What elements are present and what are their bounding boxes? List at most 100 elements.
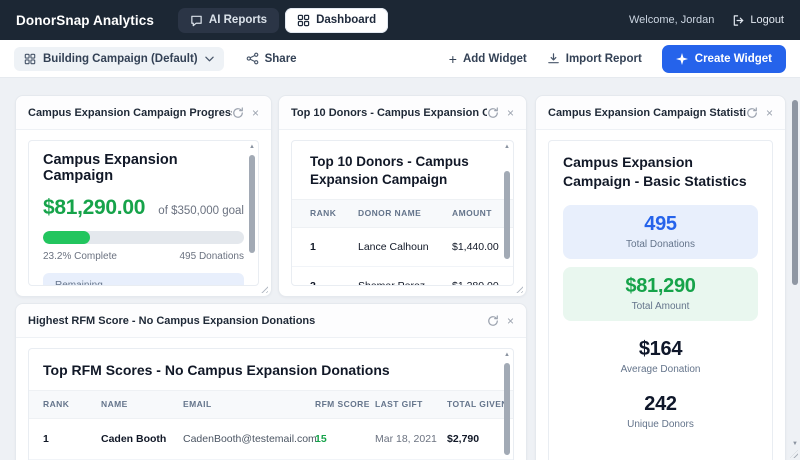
dashboard-selector-label: Building Campaign (Default) [43, 52, 198, 65]
widget-header-title: Campus Expansion Campaign Statistics [548, 106, 746, 119]
widget-report-frame: Top RFM Scores - No Campus Expansion Don… [28, 348, 514, 460]
report-title: Top 10 Donors - Campus Expansion Campaig… [310, 154, 469, 188]
chevron-down-icon [204, 56, 214, 62]
share-label: Share [264, 52, 297, 65]
widget-drag-header[interactable]: Campus Expansion Campaign Statistics × [536, 96, 785, 130]
report-title: Campus Expansion Campaign [43, 152, 178, 184]
table-header-row: Rank Name Email RFM Score Last Gift Tota… [29, 389, 513, 419]
donor-rank: 1 [310, 241, 316, 254]
column-header: Last Gift [375, 398, 423, 409]
scroll-up-icon[interactable]: ▲ [504, 352, 510, 358]
widget-scrollbar: ▲ [503, 351, 511, 460]
remaining-label: Remaining [55, 280, 103, 286]
import-report-button[interactable]: Import Report [547, 52, 642, 65]
welcome-text: Welcome, Jordan [628, 14, 715, 26]
close-icon[interactable]: × [765, 105, 773, 120]
progress-bar-fill [43, 231, 90, 244]
create-widget-button[interactable]: Create Widget [661, 44, 786, 73]
widget-scrollbar: ▲ [503, 143, 511, 283]
top-nav: DonorSnap Analytics AI Reports Dashboard… [0, 0, 800, 40]
resize-grip[interactable] [259, 284, 268, 293]
dashboard-selector[interactable]: Building Campaign (Default) [14, 46, 224, 71]
stat-value: 495 [644, 212, 677, 235]
plus-icon: + [448, 50, 457, 67]
stat-label: Total Donations [626, 238, 695, 250]
goal-text: of $350,000 goal [158, 205, 244, 217]
add-widget-label: Add Widget [462, 52, 527, 65]
scrollbar-thumb[interactable] [504, 363, 510, 455]
scroll-down-icon[interactable]: ▼ [792, 441, 798, 447]
app-brand: DonorSnap Analytics [16, 12, 154, 28]
refresh-icon[interactable] [487, 106, 499, 119]
scrollbar-thumb[interactable] [792, 100, 798, 285]
column-header: Amount [452, 208, 492, 219]
widget-actions: × [487, 107, 514, 119]
stat-largest-donation: $500 Largest Donation [563, 453, 758, 460]
column-header: RFM Score [315, 398, 370, 409]
close-icon[interactable]: × [506, 105, 514, 120]
import-report-label: Import Report [565, 52, 642, 65]
refresh-icon[interactable] [232, 106, 244, 119]
tab-ai-reports[interactable]: AI Reports [177, 7, 280, 33]
scroll-up-icon[interactable]: ▲ [249, 144, 255, 150]
donor-amount: $1,440.00 [452, 241, 499, 254]
widget-drag-header[interactable]: Campus Expansion Campaign Progress × [16, 96, 271, 130]
widget-campaign-statistics: Campus Expansion Campaign Statistics × C… [535, 95, 786, 460]
stat-total-donations: 495 Total Donations [563, 204, 758, 259]
refresh-icon[interactable] [487, 314, 499, 327]
widget-actions: × [487, 315, 514, 327]
import-download-icon [547, 52, 560, 65]
refresh-icon[interactable] [746, 106, 758, 119]
share-button[interactable]: Share [246, 52, 297, 65]
stat-label: Average Donation [620, 363, 701, 375]
close-icon[interactable]: × [251, 105, 259, 120]
widget-actions: × [746, 107, 773, 119]
page-resize-grip[interactable] [790, 450, 798, 458]
widget-drag-header[interactable]: Highest RFM Score - No Campus Expansion … [16, 304, 526, 338]
chat-bubble-icon [190, 14, 203, 27]
close-icon[interactable]: × [506, 313, 514, 328]
table-row: 1 Caden Booth CadenBooth@testemail.com 1… [29, 419, 513, 460]
resize-grip[interactable] [514, 284, 523, 293]
add-widget-button[interactable]: + Add Widget [449, 52, 527, 66]
stat-label: Total Amount [631, 300, 690, 312]
create-widget-label: Create Widget [694, 52, 772, 65]
progress-bar-track [43, 231, 244, 244]
widget-actions: × [232, 107, 259, 119]
column-header: Name [101, 398, 128, 409]
tab-label: AI Reports [208, 14, 268, 26]
scroll-up-icon[interactable]: ▲ [504, 144, 510, 150]
donor-amount: $1,280.00 [452, 267, 513, 285]
nav-tabs: AI Reports Dashboard [177, 7, 389, 33]
rfm-name: Caden Booth [101, 432, 167, 445]
logout-button[interactable]: Logout [732, 14, 784, 27]
stat-value: 242 [644, 392, 677, 415]
widget-header-title: Campus Expansion Campaign Progress [28, 106, 232, 119]
stat-label: Unique Donors [627, 418, 694, 430]
stat-unique-donors: 242 Unique Donors [563, 384, 758, 439]
rfm-score: 15 [315, 432, 327, 445]
column-header: Total Given [447, 398, 508, 409]
rfm-email: CadenBooth@testemail.com [183, 432, 317, 445]
amount-row: $81,290.00 of $350,000 goal [43, 196, 244, 220]
logout-icon [732, 14, 745, 27]
stat-average-donation: $164 Average Donation [563, 329, 758, 384]
donor-name: Shamar Perez [358, 267, 452, 285]
column-header: Rank [310, 208, 337, 219]
tab-label: Dashboard [316, 14, 377, 26]
widget-header-title: Top 10 Donors - Campus Expansion Campaig… [291, 106, 487, 119]
widget-drag-header[interactable]: Top 10 Donors - Campus Expansion Campaig… [279, 96, 526, 130]
scrollbar-thumb[interactable] [249, 155, 255, 253]
widget-scrollbar: ▲ [248, 143, 256, 283]
widget-report-frame: Campus Expansion Campaign - Basic Statis… [548, 140, 773, 460]
widget-report-frame: Top 10 Donors - Campus Expansion Campaig… [291, 140, 514, 286]
widget-top-donors: Top 10 Donors - Campus Expansion Campaig… [278, 95, 527, 297]
raised-amount: $81,290.00 [43, 196, 146, 219]
widget-campaign-progress: Campus Expansion Campaign Progress × Cam… [15, 95, 272, 297]
tab-dashboard[interactable]: Dashboard [285, 7, 389, 33]
share-icon [246, 52, 259, 65]
donor-rank: 2 [310, 267, 358, 285]
scrollbar-thumb[interactable] [504, 171, 510, 259]
stat-value: $164 [638, 337, 683, 360]
dashboard-toolbar: Building Campaign (Default) Share + Add … [0, 40, 800, 78]
